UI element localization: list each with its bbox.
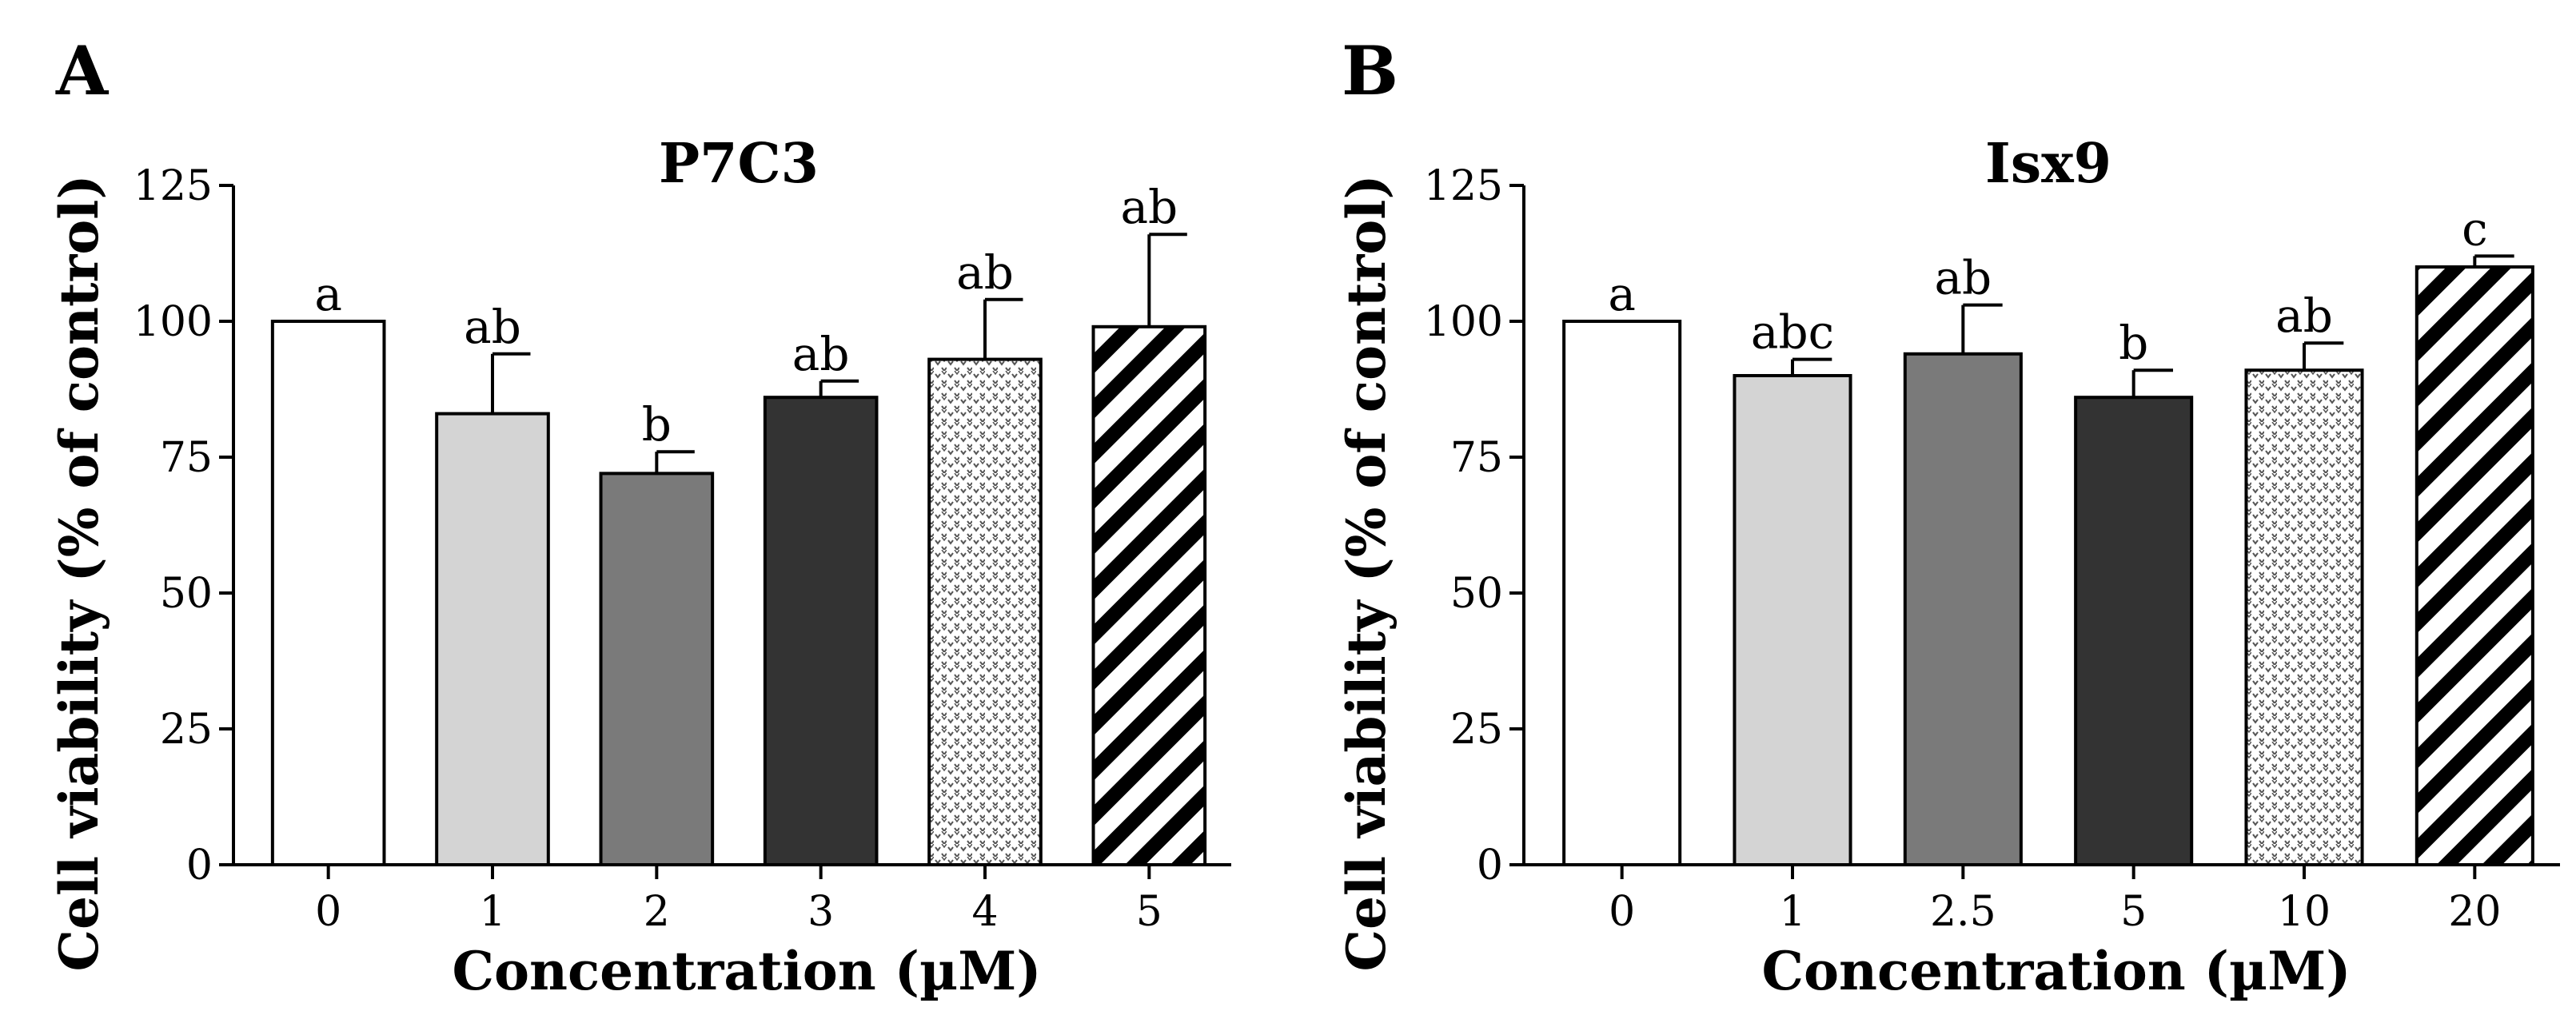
bar-3 — [763, 396, 879, 866]
panel-letter: A — [55, 31, 110, 110]
bar-0 — [270, 320, 386, 866]
x-tick-label: 3 — [807, 888, 834, 936]
significance-label: ab — [1120, 180, 1178, 234]
y-tick-label: 0 — [186, 842, 213, 890]
bar-5 — [1091, 324, 1207, 866]
bar-20 — [2415, 265, 2534, 866]
y-tick-label: 125 — [134, 162, 213, 210]
x-tick-label: 5 — [2120, 888, 2147, 936]
y-tick-label: 25 — [1450, 706, 1503, 754]
y-tick-label: 100 — [134, 298, 213, 346]
significance-label: c — [2462, 201, 2487, 256]
y-axis-title: Cell viability (% of control) — [48, 174, 110, 971]
x-axis-title: Concentration (µM) — [1761, 940, 2351, 1002]
significance-label: ab — [2275, 289, 2333, 343]
panel-letter: B — [1342, 31, 1398, 110]
significance-label: ab — [792, 327, 850, 381]
significance-label: ab — [956, 245, 1014, 300]
x-tick-label: 20 — [2448, 888, 2501, 936]
y-tick-label: 25 — [160, 706, 213, 754]
significance-label: a — [314, 267, 342, 321]
y-tick-label: 50 — [1450, 570, 1503, 618]
y-tick-label: 100 — [1424, 298, 1503, 346]
significance-label: b — [642, 397, 672, 452]
x-tick-label: 0 — [1609, 888, 1635, 936]
x-tick-label: 4 — [971, 888, 998, 936]
bar-4 — [927, 357, 1043, 867]
bar-0 — [1562, 320, 1682, 866]
y-tick-label: 0 — [1477, 842, 1503, 890]
chart-title: P7C3 — [659, 132, 819, 196]
significance-label: a — [1608, 267, 1636, 321]
chart-title: Isx9 — [1985, 132, 2111, 196]
bar-2-5 — [1903, 352, 2023, 866]
y-tick-label: 50 — [160, 570, 213, 618]
significance-label: ab — [1934, 251, 1992, 305]
y-tick-label: 75 — [160, 434, 213, 482]
bar-2 — [599, 472, 715, 867]
significance-label: b — [2119, 316, 2148, 370]
x-tick-label: 2 — [644, 888, 670, 936]
x-tick-label: 1 — [1779, 888, 1805, 936]
x-tick-label: 5 — [1136, 888, 1162, 936]
x-tick-label: 2.5 — [1930, 888, 1996, 936]
x-tick-label: 1 — [479, 888, 505, 936]
y-tick-label: 125 — [1424, 162, 1503, 210]
bar-5 — [2074, 396, 2194, 866]
bar-1 — [435, 412, 550, 866]
x-axis-title: Concentration (µM) — [452, 940, 1041, 1002]
significance-label: abc — [1751, 305, 1834, 360]
bar-1 — [1733, 374, 1852, 866]
y-axis-title: Cell viability (% of control) — [1335, 174, 1398, 971]
x-tick-label: 10 — [2278, 888, 2331, 936]
significance-label: ab — [464, 300, 521, 354]
x-tick-label: 0 — [315, 888, 341, 936]
y-tick-label: 75 — [1450, 434, 1503, 482]
bar-10 — [2244, 368, 2364, 866]
